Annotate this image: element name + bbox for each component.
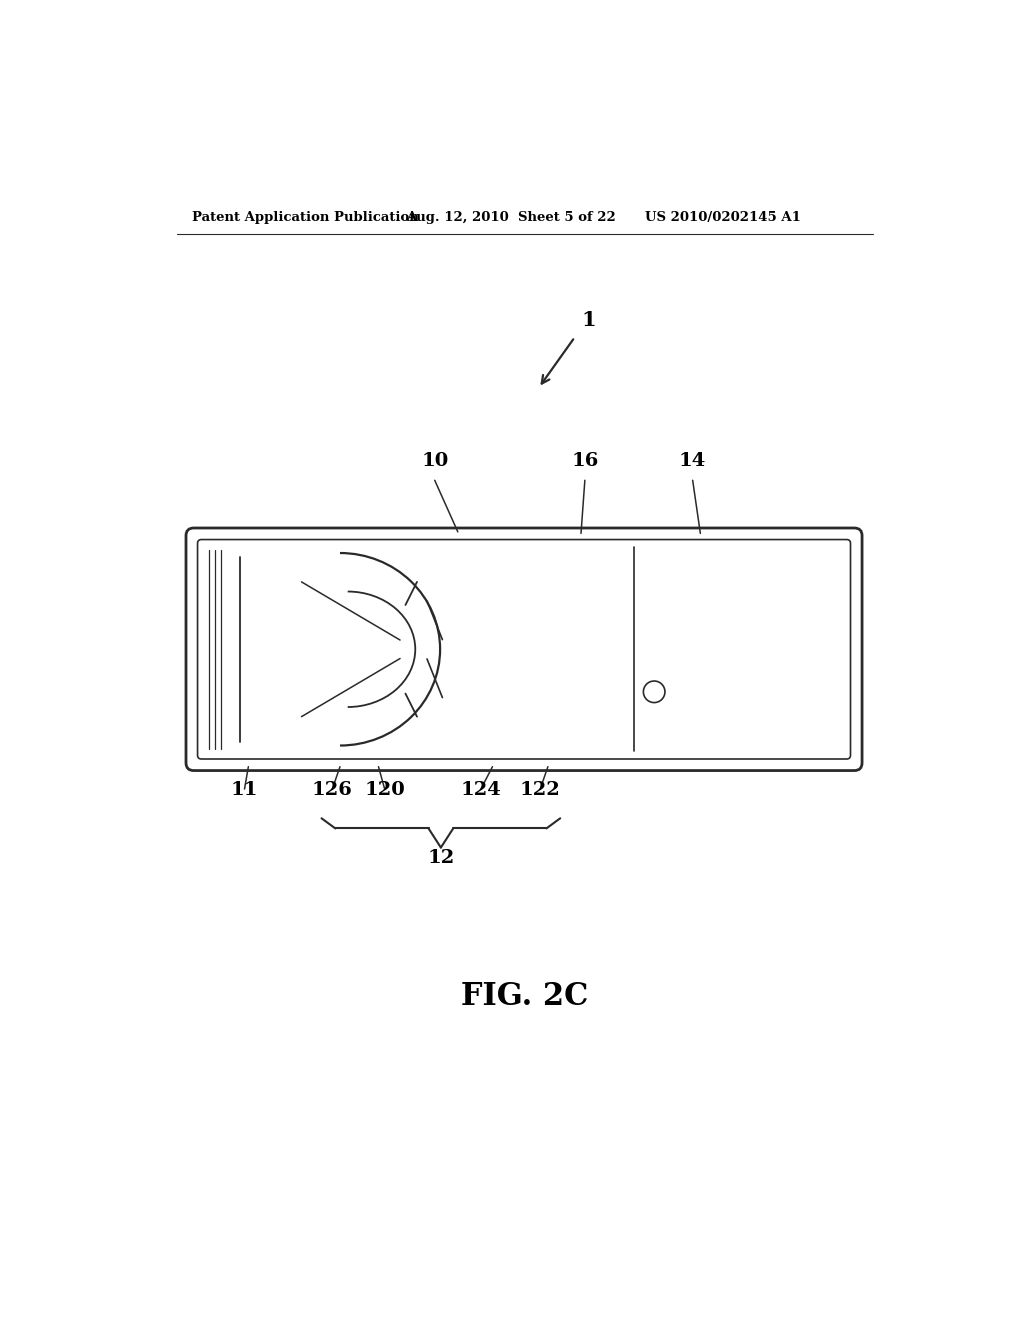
Bar <box>440 553 446 746</box>
Bar <box>509 553 515 746</box>
FancyBboxPatch shape <box>186 528 862 771</box>
Bar <box>410 553 422 746</box>
Bar <box>625 553 631 746</box>
Bar <box>486 553 493 746</box>
Text: 10: 10 <box>421 453 449 470</box>
Bar <box>579 553 585 746</box>
Text: 126: 126 <box>312 781 352 799</box>
Bar <box>712 554 836 744</box>
Text: 11: 11 <box>230 781 258 799</box>
Text: 122: 122 <box>520 781 560 799</box>
Bar <box>638 557 671 611</box>
Bar <box>638 661 671 709</box>
Text: 124: 124 <box>461 781 502 799</box>
Bar <box>638 616 671 655</box>
Bar <box>425 553 438 746</box>
Text: US 2010/0202145 A1: US 2010/0202145 A1 <box>645 211 801 224</box>
Bar <box>672 566 684 577</box>
Text: Patent Application Publication: Patent Application Publication <box>193 211 419 224</box>
Bar <box>556 553 562 746</box>
Text: 16: 16 <box>571 453 599 470</box>
Bar <box>706 548 842 751</box>
Text: 1: 1 <box>582 310 596 330</box>
Bar <box>463 553 469 746</box>
Text: 12: 12 <box>427 849 455 867</box>
Bar <box>602 553 608 746</box>
Text: 14: 14 <box>679 453 707 470</box>
Bar <box>532 553 539 746</box>
Text: Aug. 12, 2010  Sheet 5 of 22: Aug. 12, 2010 Sheet 5 of 22 <box>407 211 616 224</box>
Bar <box>672 582 684 593</box>
Bar <box>400 632 410 667</box>
Bar <box>203 548 224 751</box>
Bar <box>718 652 829 731</box>
Bar <box>640 553 651 746</box>
Bar <box>718 560 829 640</box>
Text: 120: 120 <box>365 781 406 799</box>
Text: FIG. 2C: FIG. 2C <box>461 981 589 1012</box>
